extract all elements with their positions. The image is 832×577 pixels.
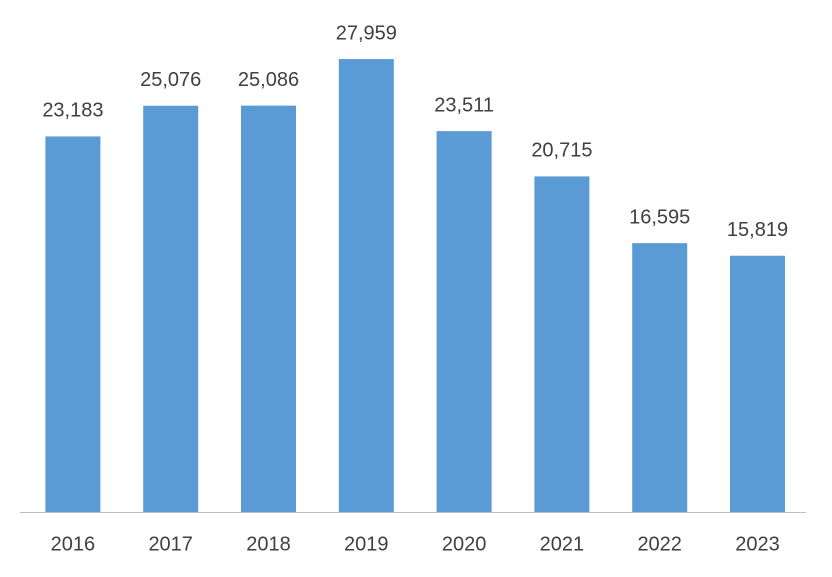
x-tick-label: 2016 (51, 533, 96, 555)
x-tick-label: 2021 (540, 533, 585, 555)
data-label: 23,511 (434, 94, 494, 116)
data-label: 27,959 (336, 22, 397, 44)
bar (241, 105, 296, 512)
data-label: 15,819 (727, 219, 788, 241)
bar (45, 136, 101, 512)
x-tick-label: 2017 (148, 533, 193, 555)
bar (338, 59, 394, 512)
bar (436, 131, 492, 512)
x-tick-label: 2022 (637, 533, 682, 555)
bar (632, 243, 688, 512)
x-tick-label: 2020 (442, 533, 487, 555)
x-tick-label: 2019 (344, 533, 389, 555)
data-label: 23,183 (42, 100, 103, 122)
data-label: 16,595 (629, 206, 690, 228)
data-label: 25,086 (238, 69, 299, 91)
data-label: 20,715 (531, 140, 592, 162)
bar (143, 105, 199, 512)
bar (730, 255, 785, 513)
x-tick-label: 2018 (246, 533, 291, 555)
bar (534, 176, 590, 513)
x-tick-label: 2023 (735, 533, 780, 555)
data-label: 25,076 (140, 69, 201, 91)
